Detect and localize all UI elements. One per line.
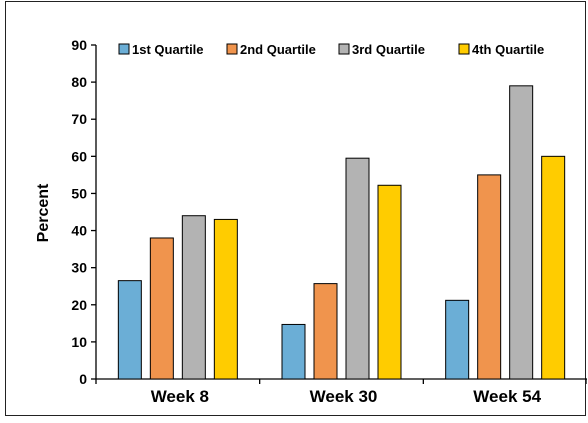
bar-2nd-quartile-week-30 [313, 283, 338, 380]
bar-2nd-quartile-week-8 [149, 237, 174, 380]
y-tick-label: 50 [71, 185, 87, 201]
x-category-label: Week 30 [310, 387, 378, 406]
y-tick-label: 0 [79, 371, 87, 387]
bar-1st-quartile-week-30 [281, 323, 306, 380]
y-tick-label: 80 [71, 74, 87, 90]
x-category-label: Week 8 [151, 387, 209, 406]
x-category-label: Week 54 [473, 387, 541, 406]
legend-label: 2nd Quartile [240, 42, 316, 57]
y-tick-label: 90 [71, 37, 87, 53]
legend-label: 4th Quartile [472, 42, 544, 57]
y-tick-label: 70 [71, 111, 87, 127]
y-axis-title: Percent [35, 183, 52, 242]
legend: 1st Quartile 2nd Quartile 3rd Quartile 4th … [118, 42, 544, 57]
axes: 0 10 20 30 40 50 60 70 80 90 Week 8 Week 30 Week 54 [71, 37, 587, 406]
legend-swatch [458, 43, 470, 55]
bar-4th-quartile-week-30 [377, 184, 402, 380]
legend-swatch [226, 43, 238, 55]
bar-2nd-quartile-week-54 [477, 174, 502, 380]
bar-3rd-quartile-week-8 [181, 215, 206, 380]
legend-label: 1st Quartile [132, 42, 204, 57]
bar-3rd-quartile-week-30 [345, 157, 370, 380]
bar-4th-quartile-week-8 [213, 218, 238, 380]
bar-1st-quartile-week-54 [445, 299, 470, 380]
bars [117, 85, 566, 380]
legend-swatch [118, 43, 130, 55]
bar-4th-quartile-week-54 [541, 155, 566, 380]
y-tick-label: 20 [71, 297, 87, 313]
y-tick-label: 10 [71, 334, 87, 350]
bar-1st-quartile-week-8 [117, 280, 142, 380]
y-tick-label: 40 [71, 223, 87, 239]
y-tick-label: 30 [71, 260, 87, 276]
legend-label: 3rd Quartile [352, 42, 425, 57]
y-tick-label: 60 [71, 148, 87, 164]
bar-3rd-quartile-week-54 [509, 85, 534, 380]
chart-frame: 0 10 20 30 40 50 60 70 80 90 Week 8 Week 30 Week 54 … [5, 1, 587, 416]
legend-swatch [338, 43, 350, 55]
